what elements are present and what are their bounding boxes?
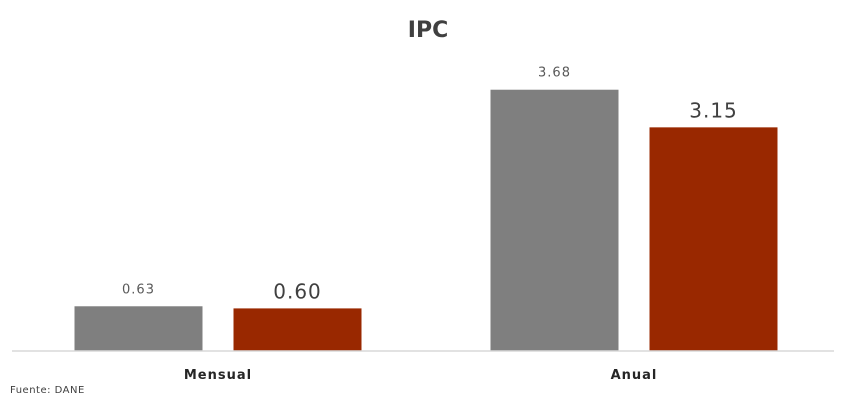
category-label-anual: Anual [611,368,658,383]
bar-anual-2 [649,127,778,351]
data-label-mensual-1: 0.63 [122,282,155,297]
bar-mensual-2 [233,308,362,351]
bar-anual-1 [490,89,619,351]
bar-mensual-1 [74,306,203,351]
source-note: Fuente: DANE [10,385,85,396]
category-label-mensual: Mensual [184,368,252,383]
data-label-anual-2: 3.15 [689,98,738,122]
bars-layer: 0.63 0.60 3.68 3.15 [74,66,778,351]
data-label-mensual-2: 0.60 [273,279,322,303]
data-label-anual-1: 3.68 [538,66,571,81]
chart-title: IPC [408,18,448,43]
category-labels: Mensual Anual [184,368,658,383]
